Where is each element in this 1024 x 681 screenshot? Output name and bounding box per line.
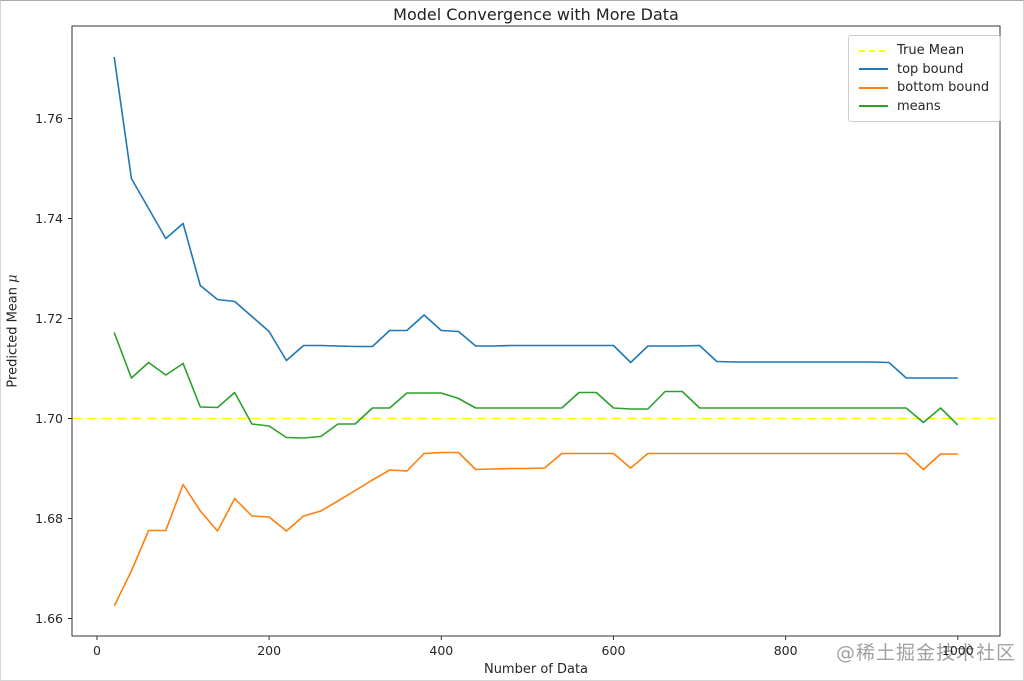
x-axis-label: Number of Data (483, 662, 589, 677)
x-tick-label: 800 (774, 643, 798, 658)
chart-title: Model Convergence with More Data (393, 5, 679, 24)
y-tick-label: 1.74 (35, 211, 63, 226)
y-tick-label: 1.66 (35, 611, 63, 626)
legend-item-bottom-bound: bottom bound (859, 79, 992, 96)
series-line-top-bound (113, 56, 958, 379)
legend-line-swatch (859, 68, 888, 71)
legend-line-swatch (859, 86, 888, 89)
legend-item-means: means (859, 98, 992, 115)
legend-item-true-mean: True Mean (859, 42, 992, 59)
y-tick-label: 1.70 (35, 411, 63, 426)
legend-line-swatch (859, 105, 888, 108)
y-axis-label: Predicted Mean μ (6, 274, 21, 387)
legend-label: True Mean (897, 43, 965, 58)
legend-label: top bound (897, 61, 964, 77)
x-tick-label: 200 (257, 643, 281, 658)
x-tick-label: 400 (429, 643, 453, 658)
watermark: @稀土掘金技术社区 (836, 642, 1017, 664)
x-tick-label: 600 (602, 643, 626, 658)
legend: True Mean top bound bottom bound means (848, 35, 1001, 122)
series-line-means (113, 332, 959, 439)
legend-label: means (897, 98, 941, 114)
axes-spines (71, 25, 1001, 637)
legend-dashed-line-swatch (859, 49, 888, 52)
y-tick-label: 1.68 (35, 511, 63, 526)
x-tick-label: 0 (93, 643, 101, 658)
y-tick-label: 1.72 (35, 311, 63, 326)
x-tick-label: 1000 (942, 643, 974, 658)
legend-item-top-bound: top bound (859, 61, 992, 78)
legend-label: bottom bound (897, 80, 990, 96)
y-tick-label: 1.76 (35, 111, 63, 126)
y-axis-label-mu: μ (5, 274, 21, 283)
series-line-bottom-bound (113, 451, 958, 607)
y-axis-label-text: Predicted Mean (5, 282, 21, 388)
